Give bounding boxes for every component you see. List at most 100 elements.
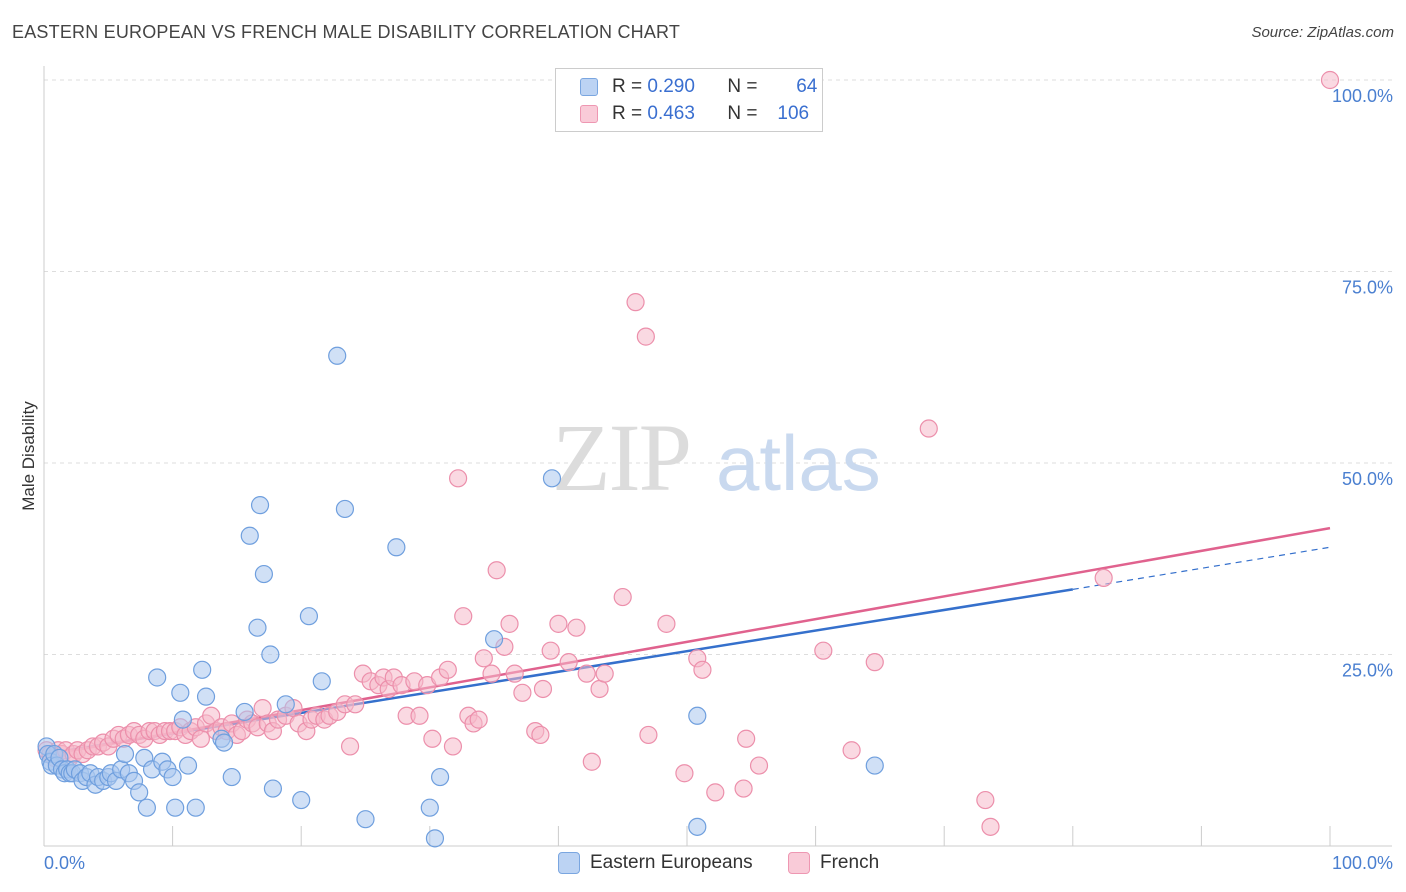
french-point [976,790,995,810]
french-point [814,641,833,660]
x-tick-label: 0.0% [44,853,85,873]
y-tick-label: 100.0% [1332,86,1393,106]
french-point [567,618,586,637]
eastern-point [171,683,190,702]
eastern-trend-extension [1072,546,1331,590]
french-point [474,649,493,668]
eastern-point [196,687,216,706]
eastern-point [430,767,450,787]
french-point [577,664,596,683]
legend-n-label: N = [727,76,763,97]
french-point [423,729,442,748]
french-point [582,752,601,771]
eastern-point [425,829,445,848]
french-point [482,664,501,683]
eastern-point [248,618,267,637]
axes: 25.0% 50.0% 75.0% 100.0% 0.0% 100.0% [43,66,1393,873]
eastern-point [299,607,319,626]
french-point [1320,70,1340,90]
legend-item-french: French [788,852,879,874]
french-point [595,664,614,683]
french-point [443,737,463,756]
french-point [919,419,938,438]
chart-title: EASTERN EUROPEAN VS FRENCH MALE DISABILI… [12,22,681,42]
french-point [533,679,553,699]
eastern-point [542,469,562,488]
french-legend-swatch [788,852,810,874]
eastern-point [335,499,355,519]
eastern-point [356,810,375,829]
y-tick-label: 50.0% [1342,469,1393,489]
eastern-point [328,346,347,365]
french-point [487,561,506,580]
eastern-point [292,790,311,810]
french-point [639,725,658,745]
french-point [438,660,457,679]
french-point [590,679,609,699]
french-point [191,729,210,748]
legend-item-eastern: Eastern Europeans [558,852,753,874]
grid-lines [44,79,1392,655]
eastern-point [261,645,280,664]
french-point [469,710,488,729]
french-point [693,660,712,679]
eastern-point [163,767,182,787]
eastern-point [214,733,234,752]
eastern-point [254,564,274,584]
x-tick-label: 100.0% [1332,853,1393,873]
legend-r-value: 0.290 [647,76,695,97]
eastern-point [312,672,331,691]
eastern-point [130,783,149,802]
french-point [737,729,756,748]
eastern-point [193,660,212,679]
eastern-legend-swatch [558,852,580,874]
french-point [346,695,365,714]
french-point [675,764,694,783]
eastern-point [420,798,439,817]
eastern-point [148,668,167,687]
french-point [253,699,272,718]
legend-r-label: R = [612,76,648,97]
eastern-point [276,695,295,714]
french-point [454,607,473,626]
french-point [981,817,1000,836]
french-point [626,293,645,312]
eastern-point [166,798,185,817]
french-point [513,683,532,702]
eastern-point [688,817,707,836]
source-label: Source: ZipAtlas.com [1251,24,1394,41]
eastern-point [137,798,156,817]
legend-n-value: 64 [796,76,818,97]
legend-n-value: 106 [777,103,810,124]
french-point [636,327,655,346]
legend-label-eastern: Eastern Europeans [590,852,753,873]
eastern-point [688,706,707,725]
french-point [559,653,578,672]
y-axis-label: Male Disability [19,401,38,511]
data-points [37,70,1340,848]
french-point [410,706,429,725]
watermark-zip: ZIP [552,404,690,511]
legend-label-french: French [820,852,880,873]
watermark: ZIP atlas [552,404,881,511]
french-point [1094,568,1113,588]
french-point [706,783,725,802]
legend-n-label: N = [727,103,763,124]
french-point [500,614,519,633]
french-point [541,641,560,660]
eastern-point [178,756,198,775]
eastern-point [387,538,406,557]
eastern-point [235,702,254,722]
legend-row-eastern: R = 0.290 N = 64 [580,74,817,100]
eastern-point [115,744,135,764]
legend-row-french: R = 0.463 N = 106 [580,101,817,127]
eastern-point [173,710,192,729]
french-swatch [580,105,598,123]
french-point [734,779,753,798]
eastern-point [250,496,270,515]
eastern-point [485,630,504,649]
stats-legend: R = 0.290 N = 64 R = 0.463 N = 106 [555,68,823,132]
french-point [505,664,524,683]
french-point [749,756,769,775]
watermark-atlas: atlas [716,419,881,507]
